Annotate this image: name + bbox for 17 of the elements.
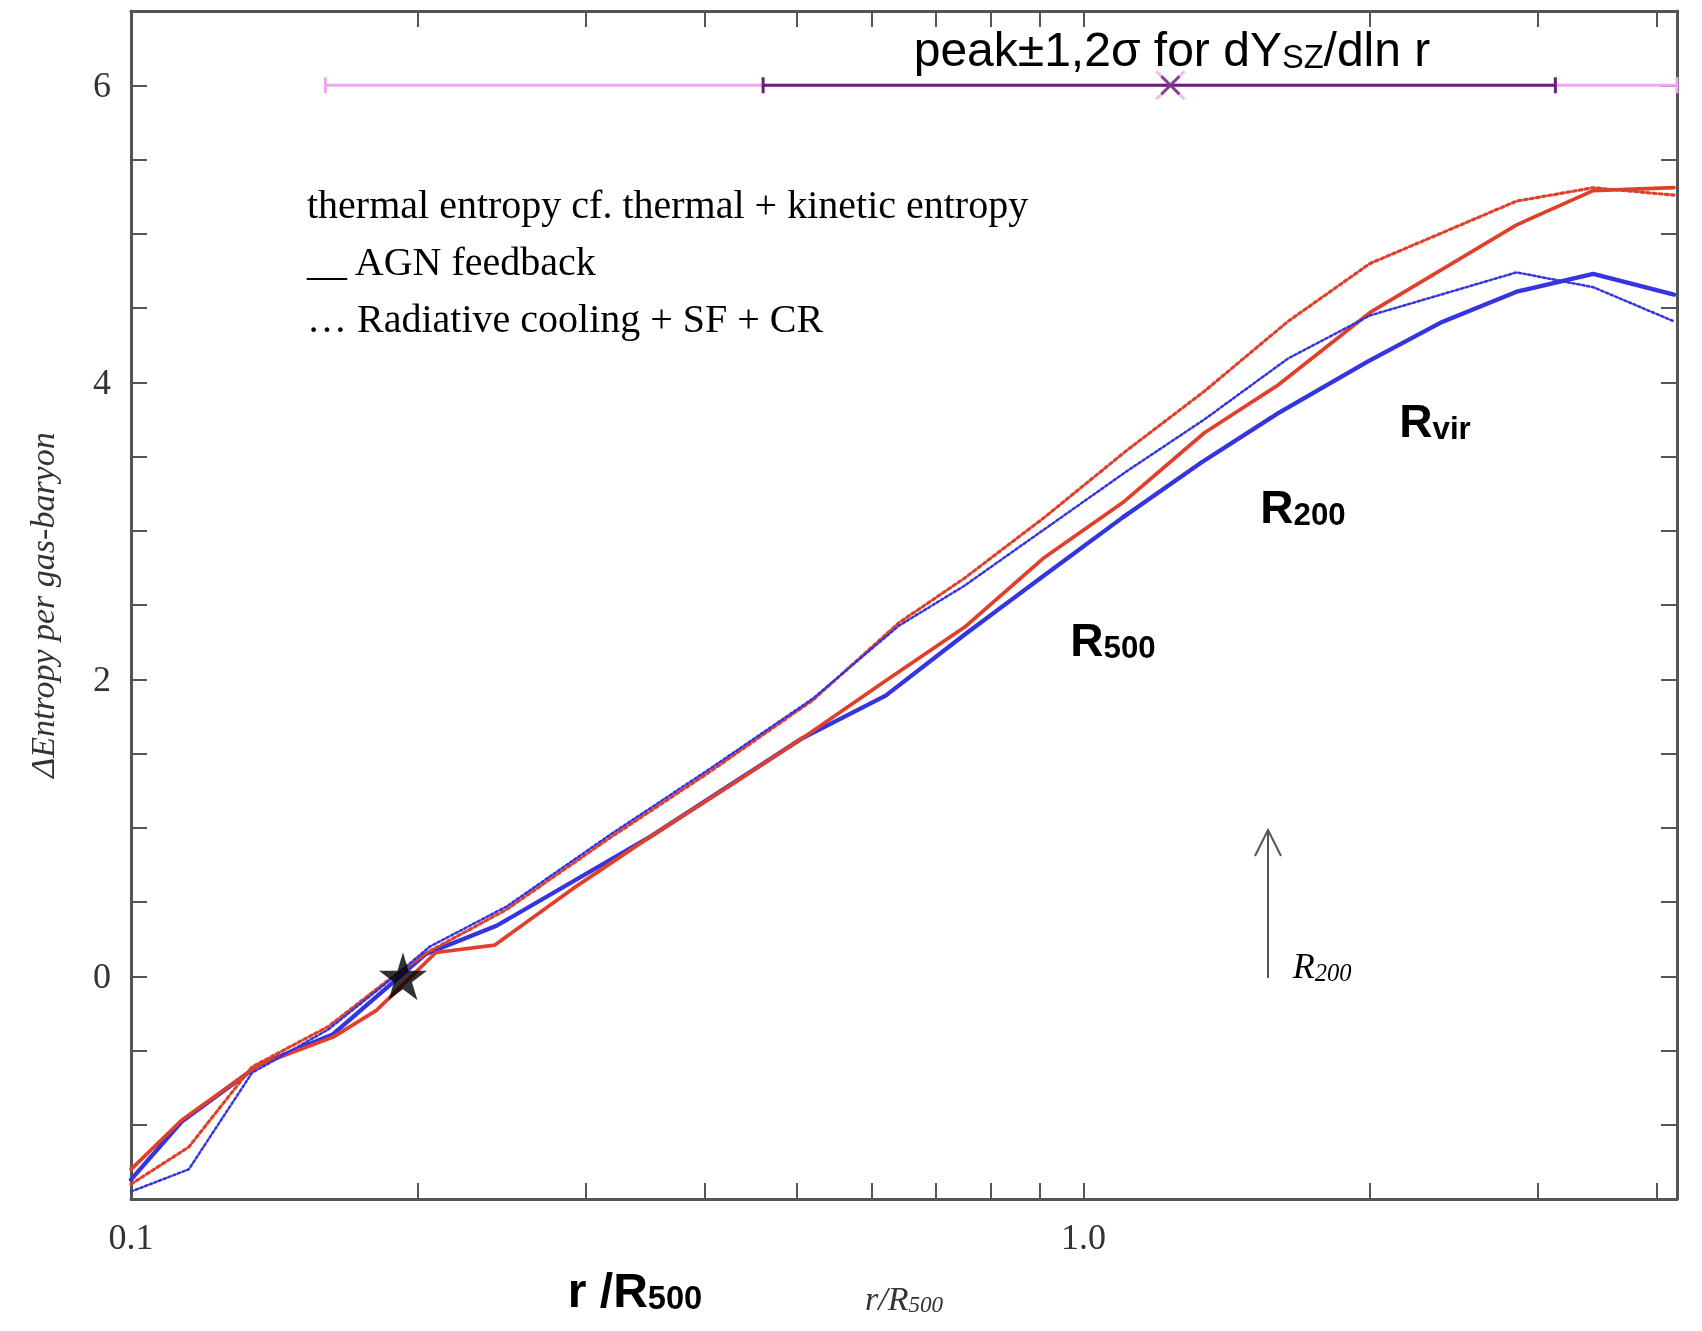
annotation: Rvir <box>1399 395 1471 447</box>
y-tick-label: 4 <box>93 362 111 403</box>
x-axis-title: r/R500 <box>864 1279 944 1317</box>
annotation: R200 <box>1291 946 1352 986</box>
annotation: … Radiative cooling + SF + CR <box>307 295 824 341</box>
x-tick-label: 0.1 <box>108 1217 154 1257</box>
annotation: thermal entropy cf. thermal + kinetic entropy <box>307 181 1029 227</box>
x-tick-label: 1.0 <box>1060 1217 1106 1257</box>
annotation: peak±1,2σ for dYSZ/dln r <box>913 22 1431 76</box>
y-tick-label: 2 <box>93 659 111 700</box>
annotation: R200 <box>1260 481 1346 533</box>
text: r /R500 <box>567 1263 703 1317</box>
annotation: R500 <box>1070 614 1156 666</box>
y-tick-label: 6 <box>93 65 111 106</box>
annotation: __ AGN feedback <box>306 238 596 284</box>
y-tick-label: 0 <box>93 956 111 997</box>
y-axis-title: ΔEntropy per gas-baryon <box>23 432 61 780</box>
